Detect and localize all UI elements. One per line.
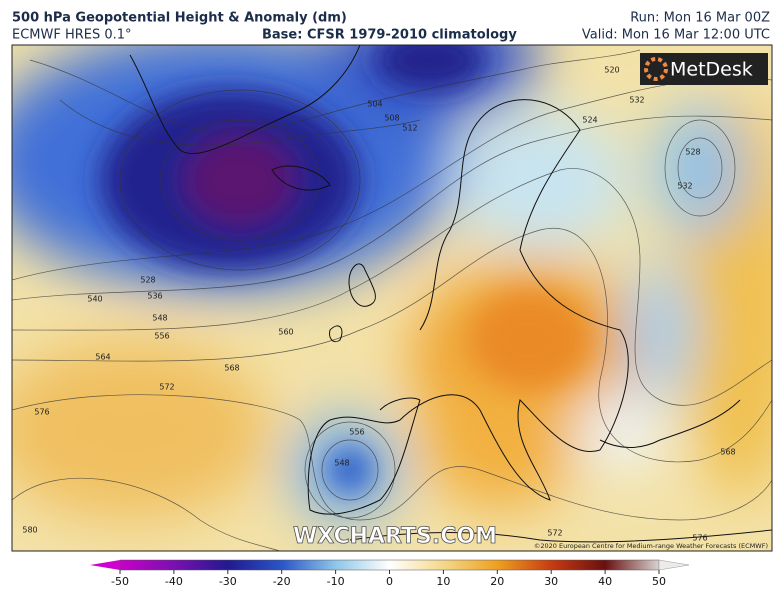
colorbar-tick-label: -30 — [219, 575, 237, 588]
colorbar-tick-label: 30 — [544, 575, 558, 588]
contour-label: 556 — [154, 332, 169, 341]
contour-label: 508 — [384, 114, 399, 123]
colorbar-tick-label: 10 — [436, 575, 450, 588]
watermark: WXCHARTS.COM — [293, 524, 497, 549]
base: Base: CFSR 1979-2010 climatology — [262, 28, 517, 43]
contour-label: 568 — [720, 448, 735, 457]
contour-label: 536 — [147, 292, 162, 301]
contour-label: 548 — [334, 459, 349, 468]
colorbar-arrow — [90, 560, 120, 570]
map-frame — [11, 44, 773, 552]
colorbar-tick-label: 50 — [652, 575, 666, 588]
contour-label: 556 — [349, 428, 364, 437]
colorbar-tick-label: -40 — [165, 575, 183, 588]
valid: Valid: Mon 16 Mar 12:00 UTC — [582, 28, 770, 43]
contour-label: 524 — [582, 116, 597, 125]
contour-label: 512 — [402, 124, 417, 133]
colorbar-tick-label: 20 — [490, 575, 504, 588]
contour-label: 504 — [367, 100, 382, 109]
contour-label: 580 — [22, 526, 37, 535]
contour-label: 576 — [692, 534, 707, 543]
colorbar-gradient — [119, 559, 660, 571]
map-field — [12, 45, 772, 551]
contour-label: 540 — [87, 295, 102, 304]
contour-label: 520 — [604, 66, 619, 75]
contour-label: 532 — [629, 96, 644, 105]
contour-label: 572 — [547, 529, 562, 538]
contour-label: 576 — [34, 408, 49, 417]
contour-label: 528 — [140, 276, 155, 285]
logo: MetDesk — [670, 59, 753, 81]
model: ECMWF HRES 0.1° — [12, 28, 132, 43]
colorbar-tick-label: -10 — [327, 575, 345, 588]
contour-label: 560 — [278, 328, 293, 337]
colorbar: -50 -40 -30 -20 -10 0 10 20 30 40 50 — [90, 559, 690, 588]
colorbar-tick-label: -50 — [111, 575, 129, 588]
copyright: ©2020 European Centre for Medium-range W… — [534, 542, 768, 550]
contour-label: 528 — [685, 148, 700, 157]
title: 500 hPa Geopotential Height & Anomaly (d… — [12, 11, 347, 26]
contour-label: 564 — [95, 353, 110, 362]
colorbar-tick-label: 0 — [386, 575, 393, 588]
colorbar-tick-label: -20 — [273, 575, 291, 588]
contour-label: 532 — [677, 182, 692, 191]
colorbar-arrow — [658, 559, 690, 571]
contour-label: 568 — [224, 364, 239, 373]
contour-label: 548 — [152, 314, 167, 323]
colorbar-tick-label: 40 — [598, 575, 612, 588]
logo-icon — [644, 57, 668, 81]
contour-label: 572 — [159, 383, 174, 392]
run: Run: Mon 16 Mar 00Z — [630, 11, 770, 26]
